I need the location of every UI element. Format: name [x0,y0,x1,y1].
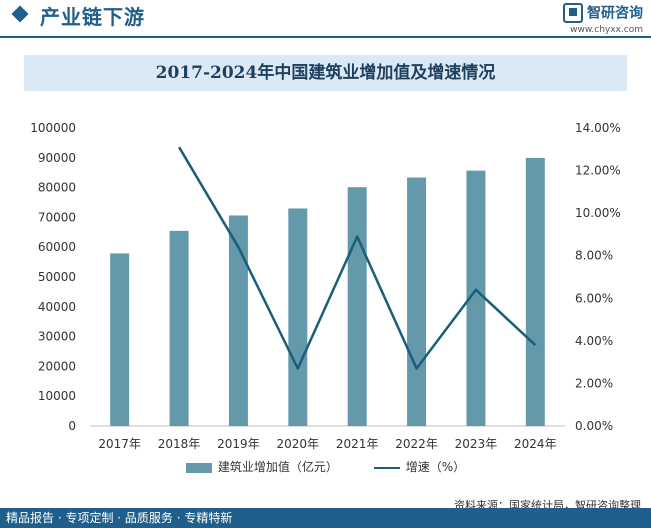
y-right-tick-label: 4.00% [575,334,613,348]
bar [466,170,486,426]
chart-title: 2017-2024年中国建筑业增加值及增速情况 [24,55,627,91]
legend-label-line: 增速（%） [405,460,466,474]
x-tick-label: 2022年 [395,437,438,451]
legend-item-bar: 建筑业增加值（亿元） [185,458,338,475]
brand-url: www.chyxx.com [570,24,643,35]
legend-swatch-line [373,466,400,469]
footer-tagline: 精品报告 · 专项定制 · 品质服务 · 专精特新 [6,511,233,525]
bar [347,187,367,426]
bar [407,177,427,426]
x-tick-label: 2024年 [514,437,557,451]
x-tick-label: 2020年 [277,437,320,451]
y-left-tick-label: 30000 [38,330,76,344]
x-tick-label: 2018年 [158,437,201,451]
header-divider [0,36,651,38]
legend-swatch-bar [185,462,212,473]
x-tick-label: 2023年 [455,437,498,451]
y-right-tick-label: 10.00% [575,206,621,220]
y-left-tick-label: 0 [68,419,76,433]
y-right-tick-label: 12.00% [575,164,621,178]
x-tick-label: 2019年 [217,437,260,451]
x-tick-label: 2017年 [98,437,141,451]
brand-mark-icon [563,2,583,23]
chart-legend: 建筑业增加值（亿元） 增速（%） [0,458,651,475]
bar [288,208,308,426]
legend-label-bar: 建筑业增加值（亿元） [217,460,338,474]
y-left-tick-label: 70000 [38,210,76,224]
y-right-tick-label: 2.00% [575,376,613,390]
growth-rate-line [178,146,537,370]
y-right-tick-label: 8.00% [575,249,613,263]
brand-logo: 智研咨询 www.chyxx.com [563,2,643,35]
bar [110,253,130,426]
y-left-tick-label: 50000 [38,270,76,284]
y-left-tick-label: 10000 [38,389,76,403]
y-right-tick-label: 0.00% [575,419,613,433]
y-right-tick-label: 14.00% [575,121,621,135]
y-left-tick-label: 90000 [38,151,76,165]
y-left-tick-label: 80000 [38,181,76,195]
y-left-tick-label: 20000 [38,359,76,373]
y-right-tick-label: 6.00% [575,291,613,305]
y-left-tick-label: 40000 [38,300,76,314]
bar [169,230,189,426]
bar [525,157,545,427]
y-left-tick-label: 100000 [30,121,76,135]
bar [228,215,248,426]
footer-bar: 精品报告 · 专项定制 · 品质服务 · 专精特新 [0,508,651,528]
page-header: 产业链下游 智研咨询 www.chyxx.com [0,0,651,36]
brand-name: 智研咨询 [587,5,643,22]
legend-item-line: 增速（%） [373,458,466,475]
section-title: 产业链下游 [40,5,145,29]
x-tick-label: 2021年 [336,437,379,451]
y-left-tick-label: 60000 [38,240,76,254]
